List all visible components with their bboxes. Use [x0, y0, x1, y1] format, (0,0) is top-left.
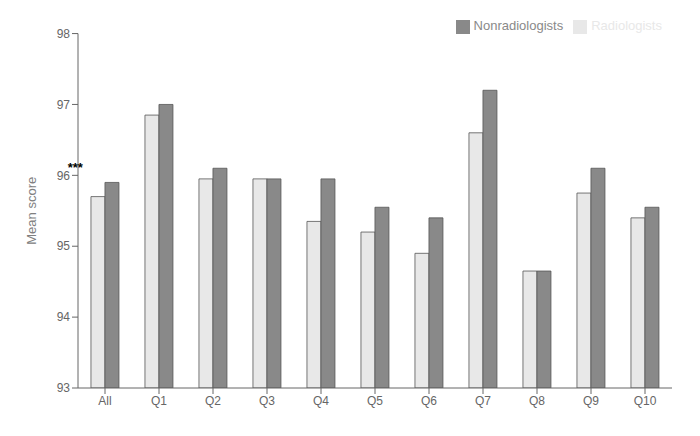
- svg-text:98: 98: [57, 27, 71, 41]
- svg-text:All: All: [98, 394, 111, 408]
- html-text:Nonradiologists: Nonradiologists: [473, 18, 564, 33]
- svg-text:93: 93: [57, 381, 71, 395]
- svg-text:Q7: Q7: [475, 394, 491, 408]
- svg-text:97: 97: [57, 98, 71, 112]
- svg-text:96: 96: [57, 169, 71, 183]
- svg-text:Q8: Q8: [529, 394, 545, 408]
- svg-text:Q9: Q9: [583, 394, 599, 408]
- svg-text:Q1: Q1: [151, 394, 167, 408]
- svg-text:Q10: Q10: [634, 394, 657, 408]
- html-text:Radiologists: Radiologists: [591, 18, 662, 33]
- svg-text:94: 94: [57, 310, 71, 324]
- svg-text:Q6: Q6: [421, 394, 437, 408]
- svg-text:***: ***: [68, 160, 84, 175]
- svg-text:95: 95: [57, 239, 71, 253]
- svg-text:Q2: Q2: [205, 394, 221, 408]
- svg-text:Q4: Q4: [313, 394, 329, 408]
- svg-text:Mean score: Mean score: [24, 177, 39, 245]
- svg-text:Q5: Q5: [367, 394, 383, 408]
- svg-text:Q3: Q3: [259, 394, 275, 408]
